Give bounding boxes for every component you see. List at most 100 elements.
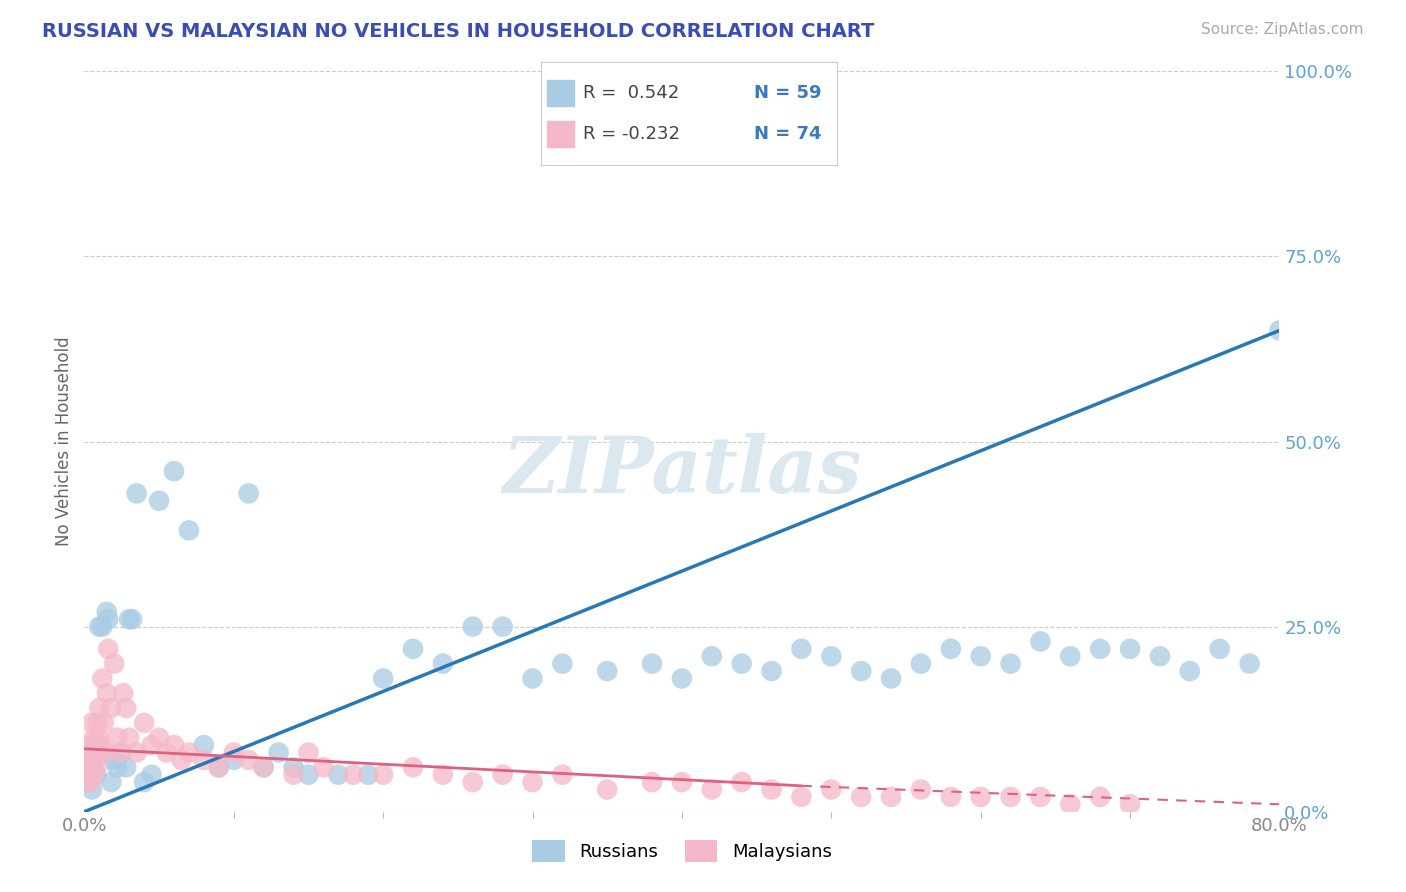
Point	[342, 767, 364, 781]
Point	[86, 760, 108, 774]
Point	[170, 753, 193, 767]
Point	[80, 782, 103, 797]
Point	[492, 767, 515, 781]
Point	[1209, 641, 1232, 656]
Point	[432, 767, 454, 781]
Point	[373, 672, 395, 686]
Point	[105, 731, 128, 745]
Point	[84, 738, 107, 752]
Point	[402, 641, 425, 656]
Point	[492, 619, 515, 633]
Point	[238, 753, 260, 767]
Point	[432, 657, 454, 671]
Point	[880, 672, 903, 686]
Point	[671, 775, 693, 789]
Point	[76, 746, 98, 760]
Point	[357, 767, 380, 781]
Point	[132, 775, 156, 789]
Point	[177, 746, 200, 760]
Point	[100, 775, 122, 789]
Point	[1029, 789, 1052, 804]
Point	[373, 767, 395, 781]
Point	[297, 767, 319, 781]
Point	[1149, 649, 1171, 664]
Point	[103, 657, 125, 671]
Point	[297, 746, 319, 760]
Point	[177, 524, 200, 538]
Point	[851, 664, 873, 678]
Point	[91, 672, 114, 686]
Point	[641, 657, 664, 671]
Point	[1239, 657, 1261, 671]
Point	[402, 760, 425, 774]
Point	[731, 657, 754, 671]
Point	[851, 789, 873, 804]
Point	[1000, 789, 1022, 804]
Point	[820, 649, 842, 664]
Point	[193, 738, 215, 752]
Point	[125, 746, 148, 760]
Point	[1119, 797, 1142, 812]
Point	[76, 775, 98, 789]
Point	[82, 767, 104, 781]
Point	[82, 746, 104, 760]
Point	[121, 612, 143, 626]
Point	[80, 715, 103, 730]
Point	[94, 746, 117, 760]
Point	[90, 738, 112, 752]
Point	[111, 746, 134, 760]
Text: Source: ZipAtlas.com: Source: ZipAtlas.com	[1201, 22, 1364, 37]
Point	[115, 701, 138, 715]
Point	[910, 782, 932, 797]
Point	[208, 760, 231, 774]
Point	[790, 789, 813, 804]
Point	[283, 760, 305, 774]
Point	[80, 760, 103, 774]
Point	[1119, 641, 1142, 656]
Point	[110, 746, 132, 760]
Point	[79, 753, 101, 767]
Text: R = -0.232: R = -0.232	[582, 125, 679, 144]
Point	[1090, 789, 1112, 804]
Point	[86, 715, 108, 730]
Point	[93, 715, 115, 730]
Point	[970, 789, 993, 804]
Point	[939, 641, 962, 656]
Point	[100, 701, 122, 715]
Point	[141, 767, 163, 781]
Text: N = 74: N = 74	[754, 125, 821, 144]
Point	[761, 782, 783, 797]
Point	[105, 760, 128, 774]
Point	[141, 738, 163, 752]
Point	[700, 649, 723, 664]
Point	[193, 753, 215, 767]
Point	[75, 760, 97, 774]
Point	[1059, 649, 1081, 664]
Point	[222, 753, 245, 767]
Point	[700, 782, 723, 797]
Point	[596, 782, 619, 797]
Point	[551, 767, 574, 781]
Point	[1029, 634, 1052, 648]
Point	[132, 715, 156, 730]
Point	[238, 486, 260, 500]
Point	[283, 767, 305, 781]
Point	[1268, 324, 1291, 338]
Point	[267, 746, 290, 760]
Point	[97, 641, 120, 656]
Point	[461, 619, 484, 633]
Y-axis label: No Vehicles in Household: No Vehicles in Household	[55, 336, 73, 547]
Point	[910, 657, 932, 671]
Point	[148, 731, 170, 745]
Bar	[547, 80, 574, 106]
Point	[641, 775, 664, 789]
Text: ZIPatlas: ZIPatlas	[502, 433, 862, 509]
Point	[163, 738, 186, 752]
Point	[328, 767, 350, 781]
Bar	[547, 121, 574, 147]
Point	[551, 657, 574, 671]
Point	[89, 701, 111, 715]
Point	[731, 775, 754, 789]
Point	[91, 619, 114, 633]
Point	[103, 753, 125, 767]
